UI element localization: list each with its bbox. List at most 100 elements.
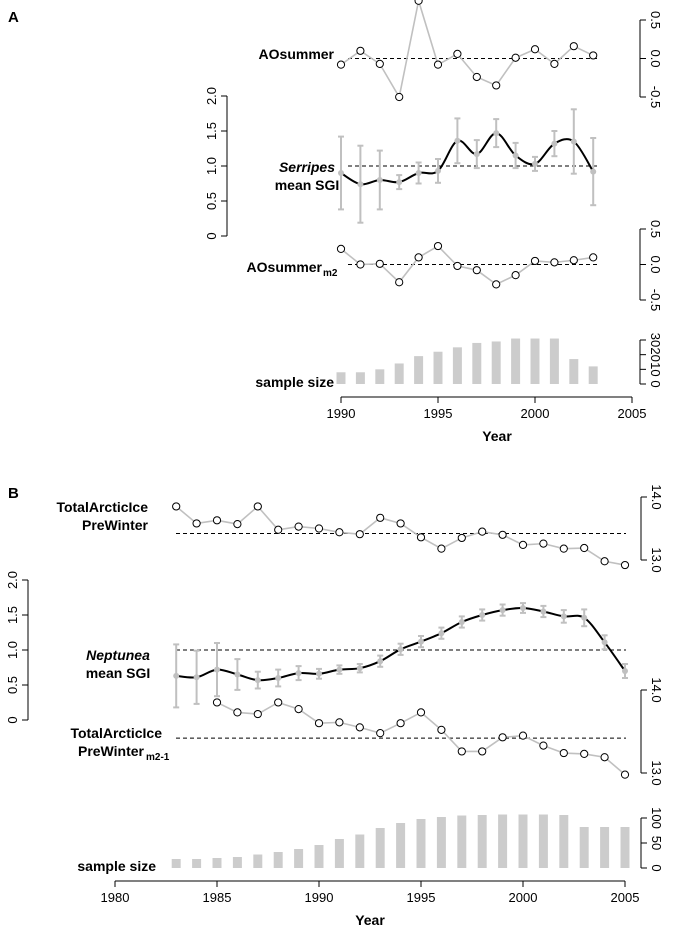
pb-sample-bar <box>436 817 446 868</box>
pb-s2-point <box>600 753 609 762</box>
pa-sgi-point <box>435 167 441 174</box>
pb-s0-line <box>175 505 626 566</box>
pb-sgi-point <box>499 607 506 614</box>
pa-s2-point <box>336 244 346 253</box>
pb-s2-point <box>559 748 568 758</box>
pb-s2-point <box>376 729 385 738</box>
pa-s3-y-tick-label: 10 <box>648 362 663 376</box>
panel-label-a: A <box>8 9 19 26</box>
pa-s3-y-tick-label: 20 <box>648 347 663 361</box>
pa-sample-bar <box>336 372 346 384</box>
pb-s2-point <box>416 708 426 717</box>
pb-sample-bar <box>273 852 283 868</box>
pa-sample-bar <box>433 351 443 384</box>
pb-s0-point <box>253 502 262 511</box>
pb-s0-point <box>396 519 405 528</box>
pa-s2-point <box>375 259 384 268</box>
pa-sample-bar <box>530 338 540 384</box>
pa-s2-point <box>569 256 578 265</box>
pa-sample-bar <box>355 372 365 384</box>
pb-sgi-point <box>560 613 567 620</box>
pa-s2-point <box>589 253 598 262</box>
pb-s1-y-tick-label: 0.5 <box>5 676 20 694</box>
pb-s0-point <box>192 519 201 528</box>
pb-sample-bar <box>559 815 569 868</box>
pb-s2-point <box>539 741 548 750</box>
pb-s0-point <box>498 530 507 539</box>
b-ice-label-2: PreWinter <box>82 517 149 533</box>
pa-sample-bar <box>569 359 579 384</box>
pb-sample-bar <box>620 827 630 868</box>
pa-s2-point <box>550 258 559 267</box>
pb-s3-y-tick-label: 50 <box>649 836 664 850</box>
pa-sample-bar <box>375 369 385 384</box>
b-sample-label: sample size <box>77 858 156 874</box>
pa-s2-y-tick-label: 0.5 <box>648 220 663 238</box>
pa-sgi-point <box>570 138 577 145</box>
pa-s0-point <box>375 59 384 68</box>
pb-s2-point <box>253 709 262 719</box>
pb-sample-bar <box>396 823 406 868</box>
pb-s2-point <box>335 718 344 727</box>
pb-sample-bar <box>498 814 508 868</box>
b-icem-sub: m2-1 <box>146 752 170 763</box>
pb-s2-y-tick-label: 14.0 <box>649 677 664 702</box>
pb-sample-bar <box>477 815 487 868</box>
pb-x-tick-label: 1995 <box>407 890 436 905</box>
pa-s1-y-tick-label: 1.0 <box>204 157 219 175</box>
pa-sample-bar <box>452 347 462 384</box>
pb-sgi-point <box>520 605 526 611</box>
pb-s0-point <box>416 533 426 542</box>
pa-sgi-point <box>590 168 597 175</box>
pb-s2-point <box>355 723 364 732</box>
pa-sgi-point <box>357 181 364 188</box>
pb-sgi-point <box>438 630 445 637</box>
pb-sample-bar <box>416 819 426 868</box>
b-neptunea-label-rest: mean SGI <box>86 665 151 681</box>
pa-s1-y-tick-label: 0.5 <box>204 192 219 210</box>
pb-s2-point <box>580 749 589 759</box>
pb-s0-point <box>172 502 181 511</box>
pa-s2-point <box>492 280 501 289</box>
pb-s2-point <box>620 770 630 779</box>
pa-sample-bar <box>472 342 482 384</box>
pa-s0-point <box>530 45 540 54</box>
pb-sample-bar <box>600 827 610 868</box>
pb-sgi-point <box>336 666 343 673</box>
pa-s0-point <box>336 60 346 69</box>
pb-sgi-point <box>254 677 261 684</box>
pa-s1-y-tick-label: 2.0 <box>204 87 219 105</box>
pb-s1-y-tick-label: 1.5 <box>5 606 20 624</box>
pa-s1-y-tick-label: 0 <box>204 232 219 239</box>
pb-s0-point <box>437 544 446 553</box>
pa-x-tick-label: 1990 <box>327 406 356 421</box>
pb-sample-bar <box>314 845 324 868</box>
a-serripes-label-rest: mean SGI <box>275 177 340 193</box>
pa-s3-y-tick-label: 30 <box>648 333 663 347</box>
pb-s0-point <box>600 557 609 566</box>
pa-sample-bar <box>588 366 598 384</box>
pb-sgi-point <box>214 666 220 673</box>
pb-x-tick-label: 1985 <box>203 890 232 905</box>
pb-sample-bar <box>355 834 365 868</box>
pa-s0-y-tick-label: 0.0 <box>648 49 663 67</box>
pb-sgi-point <box>275 675 282 681</box>
a-aom2-sub: m2 <box>323 268 338 279</box>
a-sample-label: sample size <box>255 374 334 390</box>
b-icem-label-1: TotalArcticIce <box>70 725 162 741</box>
pa-sgi-point <box>493 130 500 137</box>
pb-s2-point <box>437 725 446 734</box>
pb-s2-point <box>457 747 466 756</box>
pb-sgi-point <box>540 608 547 615</box>
pb-s0-point <box>314 524 324 533</box>
pb-s0-point <box>274 525 283 534</box>
pa-s0-point <box>472 72 481 82</box>
pa-s2-point <box>530 256 540 266</box>
pb-s0-point <box>620 560 630 570</box>
pb-sample-bar <box>192 859 202 868</box>
b-ice-label-1: TotalArcticIce <box>56 499 148 515</box>
pb-sample-bar <box>538 814 548 868</box>
pa-sgi-point <box>415 170 422 176</box>
pb-sgi-point <box>316 670 322 677</box>
pb-sgi-point <box>458 619 465 625</box>
